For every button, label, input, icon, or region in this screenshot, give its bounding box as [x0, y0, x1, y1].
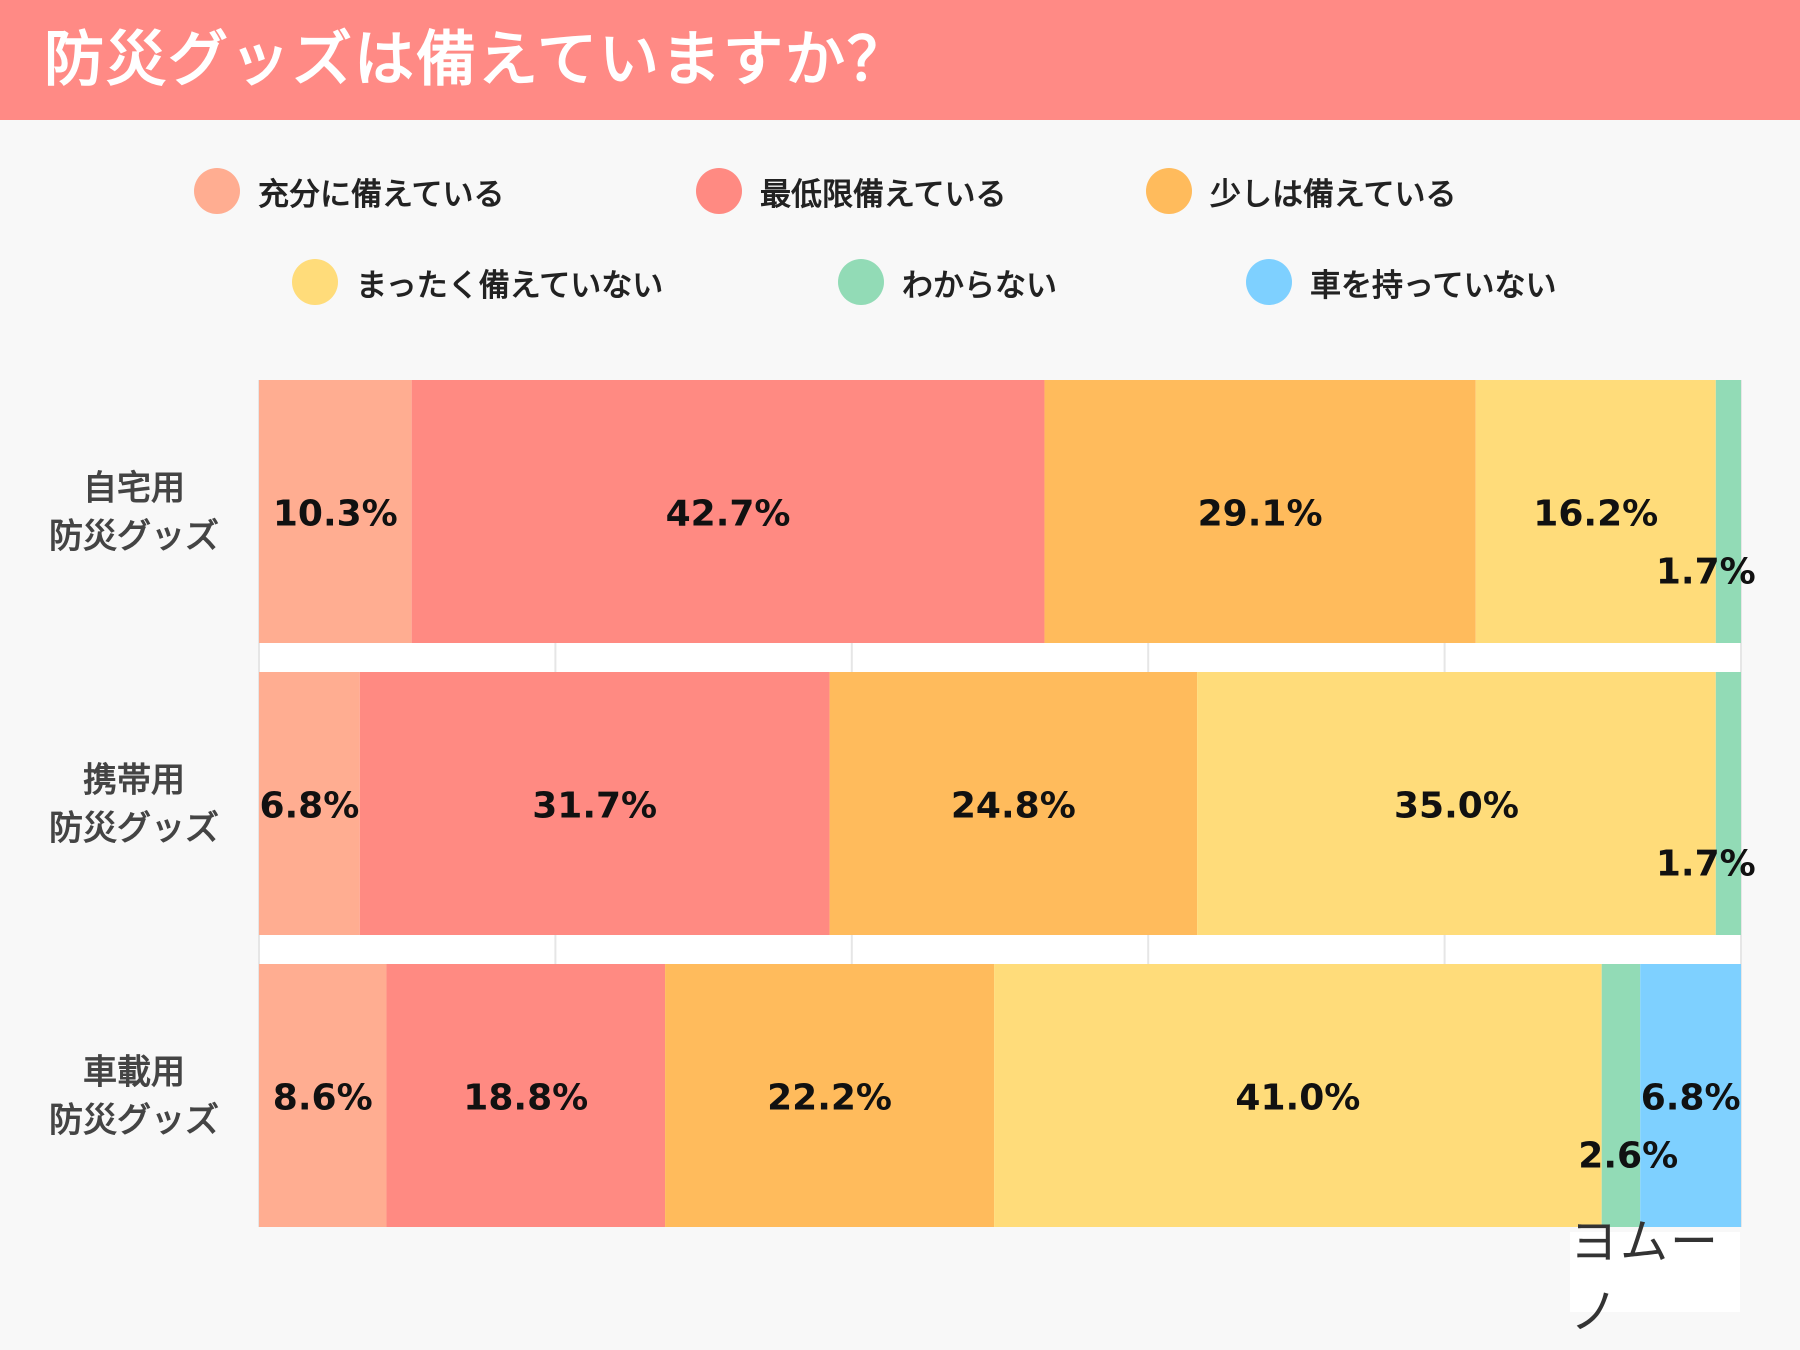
data-label: 6.8% [1641, 1078, 1741, 1119]
data-label: 1.7% [1656, 552, 1756, 593]
bar-segment [1715, 380, 1741, 643]
bar-segment [829, 672, 1198, 935]
legend-label: わからない [902, 267, 1057, 304]
bar-segment [1475, 380, 1716, 643]
legend-swatch [696, 168, 742, 214]
data-label: 6.8% [259, 786, 359, 827]
data-label: 29.1% [1198, 494, 1323, 535]
category-label: 自宅用防災グッズ [49, 469, 219, 557]
data-label: 35.0% [1394, 786, 1519, 827]
bar-segment [1044, 380, 1476, 643]
chart-title: 防災グッズは備えていますか？ [44, 25, 909, 95]
legend-swatch [1146, 168, 1192, 214]
bar-segment [386, 964, 666, 1227]
bar-segment [665, 964, 995, 1227]
bar-segment [259, 380, 412, 643]
bar-segment [1601, 964, 1641, 1227]
legend-item-little: 少しは備えている [1146, 166, 1456, 216]
data-label: 2.6% [1578, 1136, 1678, 1177]
legend-item-unknown: わからない [838, 257, 1057, 307]
data-label: 18.8% [463, 1078, 588, 1119]
data-label: 42.7% [666, 494, 791, 535]
category-label: 車載用防災グッズ [49, 1053, 219, 1141]
data-label: 22.2% [767, 1078, 892, 1119]
bar-segment [994, 964, 1602, 1227]
bar-segment [259, 672, 360, 935]
legend-label: まったく備えていない [356, 267, 664, 304]
legend-swatch [194, 168, 240, 214]
legend-item-none: まったく備えていない [292, 257, 663, 307]
legend-swatch [292, 259, 338, 305]
category-label: 携帯用防災グッズ [49, 761, 219, 849]
data-label: 31.7% [532, 786, 657, 827]
bar-segment [1715, 672, 1741, 935]
legend-item-no-car: 車を持っていない [1246, 257, 1556, 307]
bar-segment [259, 964, 387, 1227]
legend-label: 充分に備えている [258, 176, 505, 213]
legend-label: 少しは備えている [1210, 176, 1457, 213]
bar-segment [359, 672, 830, 935]
bar-segment [1197, 672, 1716, 935]
data-label: 10.3% [273, 494, 398, 535]
data-label: 8.6% [273, 1078, 373, 1119]
brand-logo-text: ヨムーノ [1570, 1214, 1721, 1340]
legend-swatch [1246, 259, 1292, 305]
data-label: 24.8% [951, 786, 1076, 827]
data-label: 1.7% [1656, 844, 1756, 885]
title-bar: 防災グッズは備えていますか？ [0, 0, 1800, 120]
legend-item-sufficient: 充分に備えている [194, 166, 504, 216]
legend-item-minimum: 最低限備えている [696, 166, 1006, 216]
bar-segment [1640, 964, 1741, 1227]
bar-segment [411, 380, 1045, 643]
data-label: 41.0% [1235, 1078, 1360, 1119]
legend-label: 車を持っていない [1310, 267, 1557, 304]
data-label: 16.2% [1533, 494, 1658, 535]
legend-label: 最低限備えている [760, 176, 1007, 213]
legend-swatch [838, 259, 884, 305]
brand-logo: ヨムーノ [1570, 1214, 1740, 1340]
